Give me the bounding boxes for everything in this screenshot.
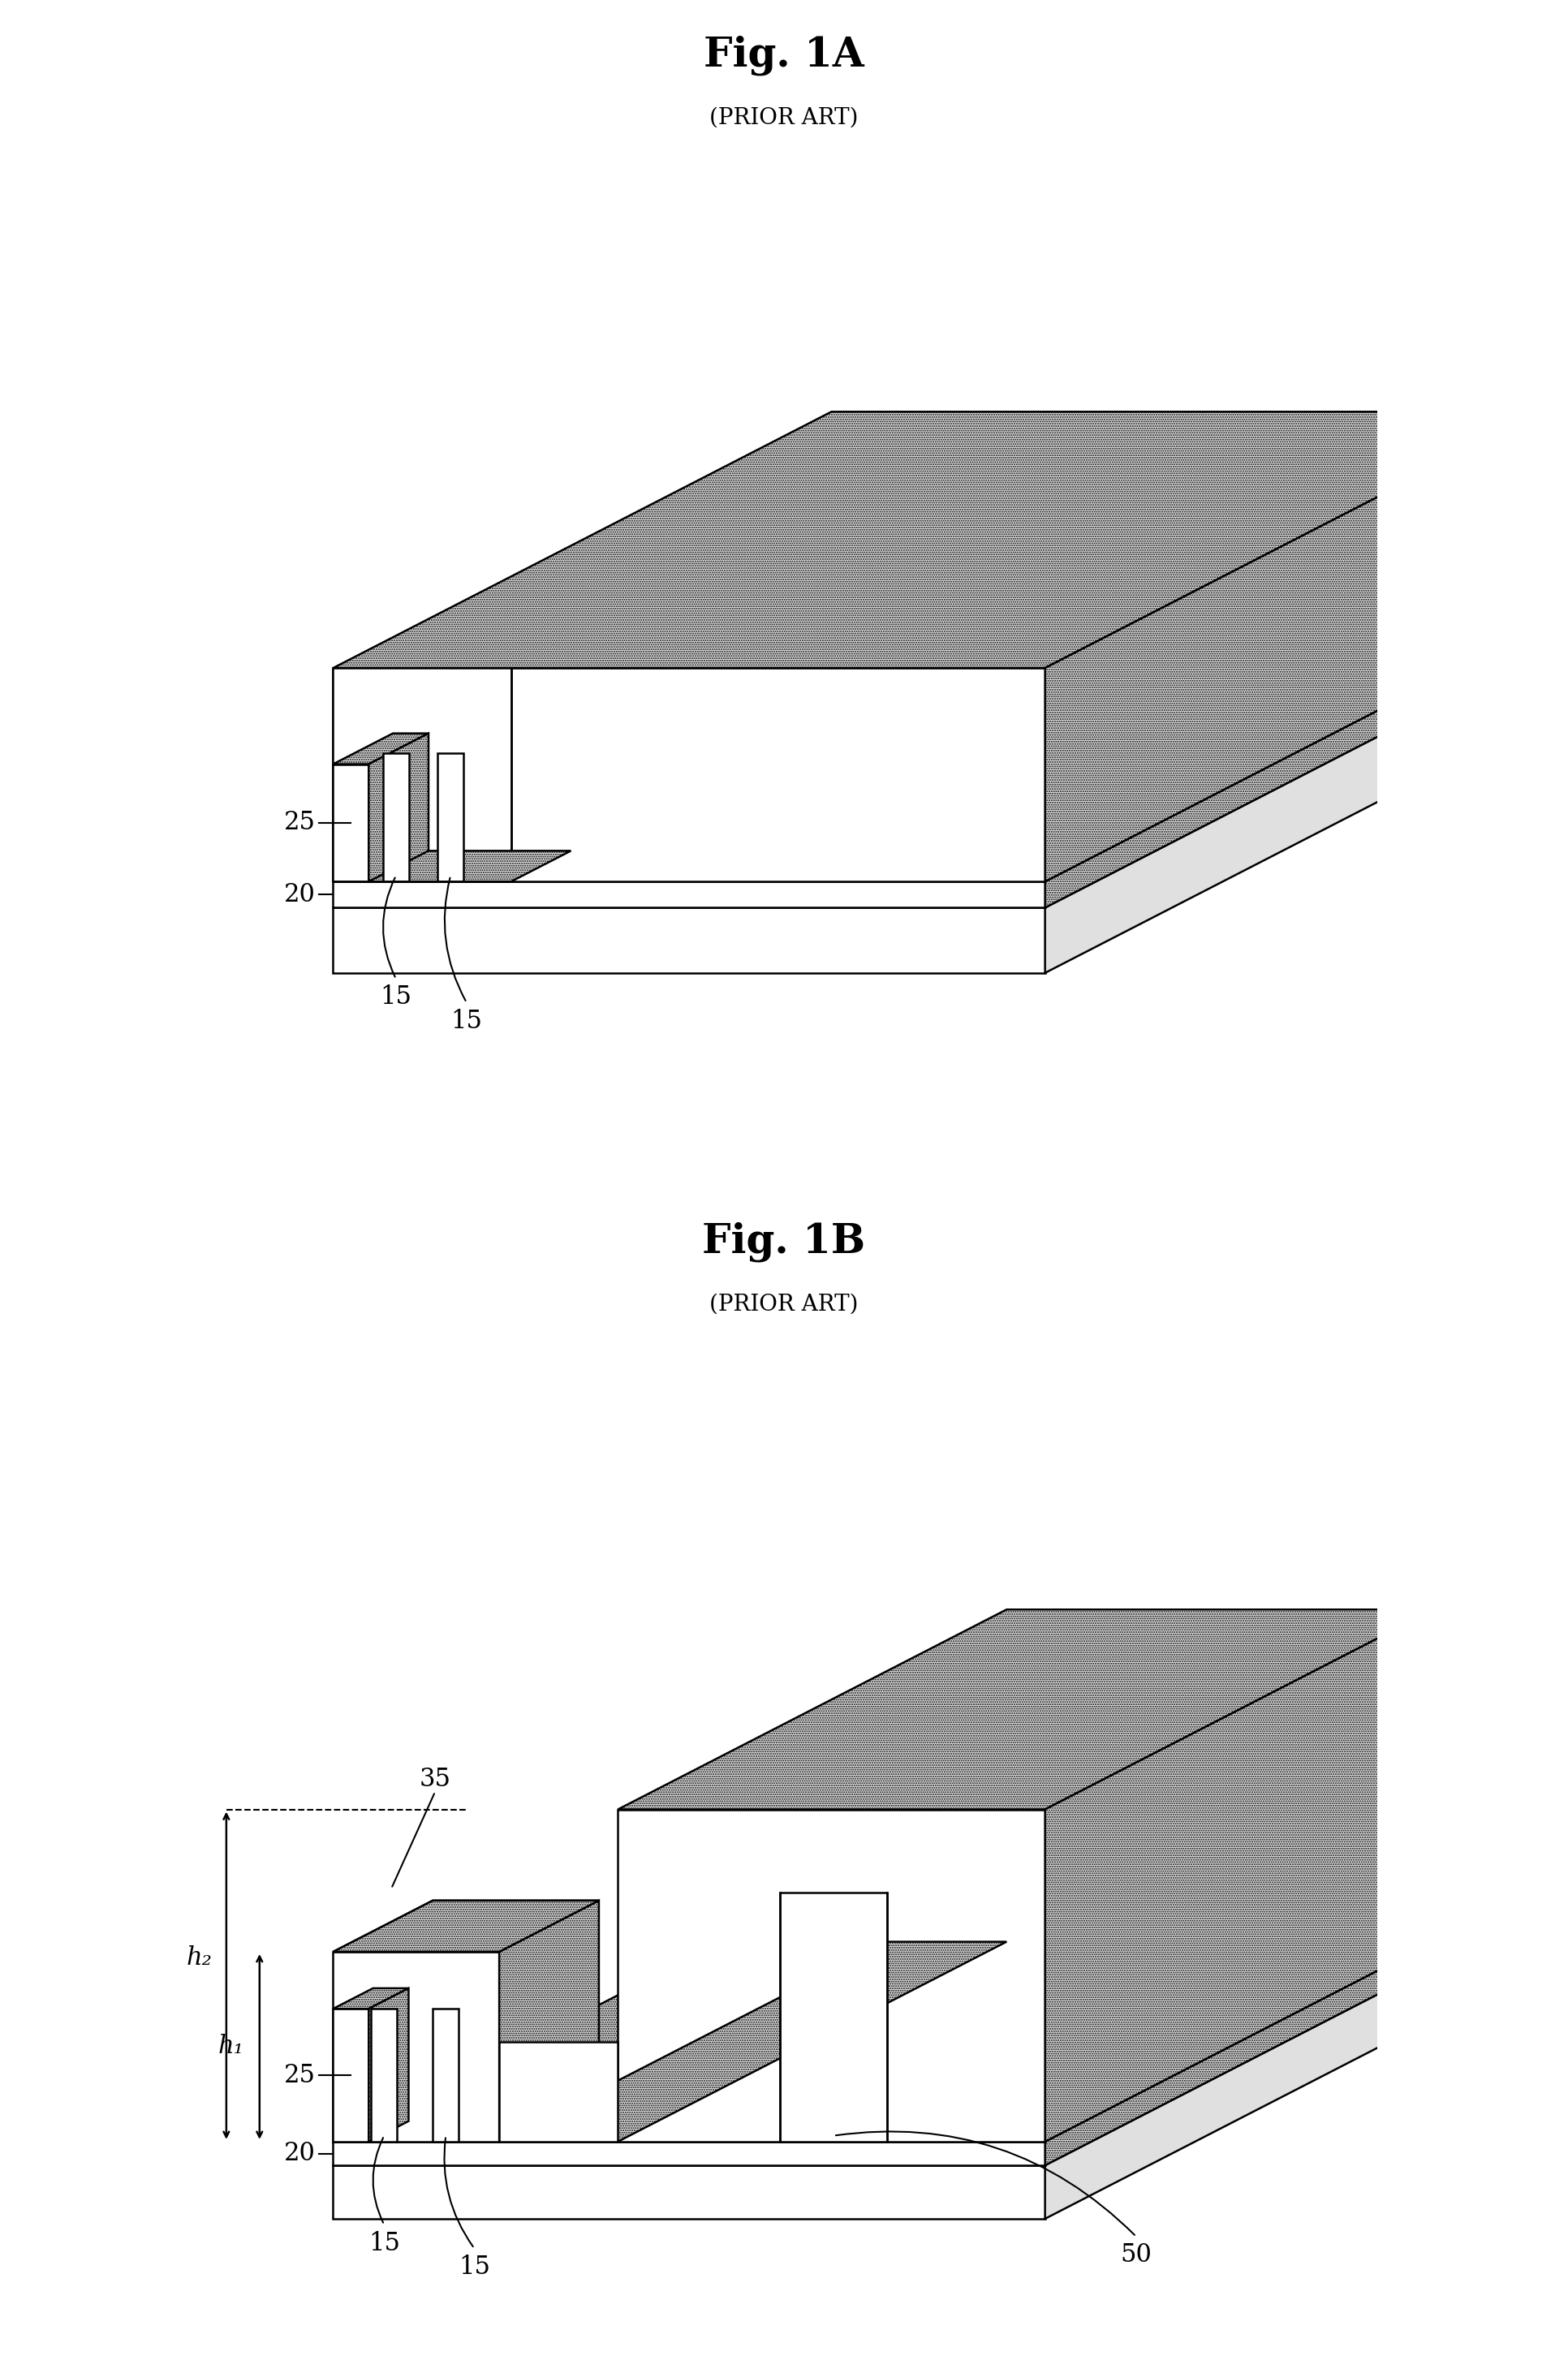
Polygon shape — [499, 1901, 599, 2140]
Polygon shape — [332, 650, 1543, 906]
Text: 15: 15 — [458, 2254, 491, 2280]
Polygon shape — [618, 1609, 1433, 1808]
Text: 35: 35 — [419, 1766, 452, 1792]
Text: 25: 25 — [284, 809, 315, 835]
Text: (PRIOR ART): (PRIOR ART) — [710, 1293, 858, 1315]
Polygon shape — [332, 1901, 599, 1951]
Polygon shape — [499, 1941, 1007, 2140]
Text: 20: 20 — [284, 2140, 315, 2167]
Polygon shape — [332, 2140, 1044, 2164]
Text: 25: 25 — [284, 2062, 315, 2088]
Polygon shape — [1044, 1884, 1543, 2164]
Text: h₂: h₂ — [187, 1946, 212, 1970]
Polygon shape — [332, 880, 1044, 906]
Text: 20: 20 — [284, 883, 315, 906]
Polygon shape — [332, 1901, 599, 1951]
Polygon shape — [332, 1884, 1543, 2140]
Polygon shape — [372, 2008, 397, 2140]
Text: (PRIOR ART): (PRIOR ART) — [710, 107, 858, 128]
Polygon shape — [332, 1908, 1543, 2164]
Polygon shape — [1044, 1908, 1543, 2219]
Polygon shape — [368, 733, 428, 880]
Polygon shape — [781, 1894, 887, 2140]
Polygon shape — [1044, 624, 1543, 906]
Polygon shape — [332, 624, 1543, 880]
Polygon shape — [1044, 1609, 1433, 2140]
Polygon shape — [332, 764, 368, 880]
Polygon shape — [437, 755, 464, 880]
Polygon shape — [1044, 413, 1543, 880]
Polygon shape — [332, 2164, 1044, 2219]
Text: 15: 15 — [450, 1009, 483, 1035]
Polygon shape — [618, 1808, 1044, 2140]
Polygon shape — [383, 755, 409, 880]
Polygon shape — [332, 2008, 368, 2140]
Text: 15: 15 — [368, 2231, 400, 2257]
Polygon shape — [332, 669, 511, 880]
Text: Fig. 1A: Fig. 1A — [704, 36, 864, 76]
Polygon shape — [1044, 650, 1543, 973]
Text: h₁: h₁ — [218, 2034, 245, 2060]
Polygon shape — [332, 1951, 499, 2140]
Text: 15: 15 — [379, 985, 412, 1011]
Polygon shape — [332, 413, 1543, 669]
Text: Fig. 1B: Fig. 1B — [702, 1222, 866, 1262]
Polygon shape — [332, 906, 1044, 973]
Text: 50: 50 — [1121, 2242, 1152, 2269]
Polygon shape — [368, 1989, 409, 2140]
Polygon shape — [433, 2008, 459, 2140]
Polygon shape — [332, 852, 571, 880]
Polygon shape — [499, 2041, 618, 2140]
Polygon shape — [332, 669, 1044, 880]
Polygon shape — [332, 733, 428, 764]
Polygon shape — [332, 1989, 409, 2008]
